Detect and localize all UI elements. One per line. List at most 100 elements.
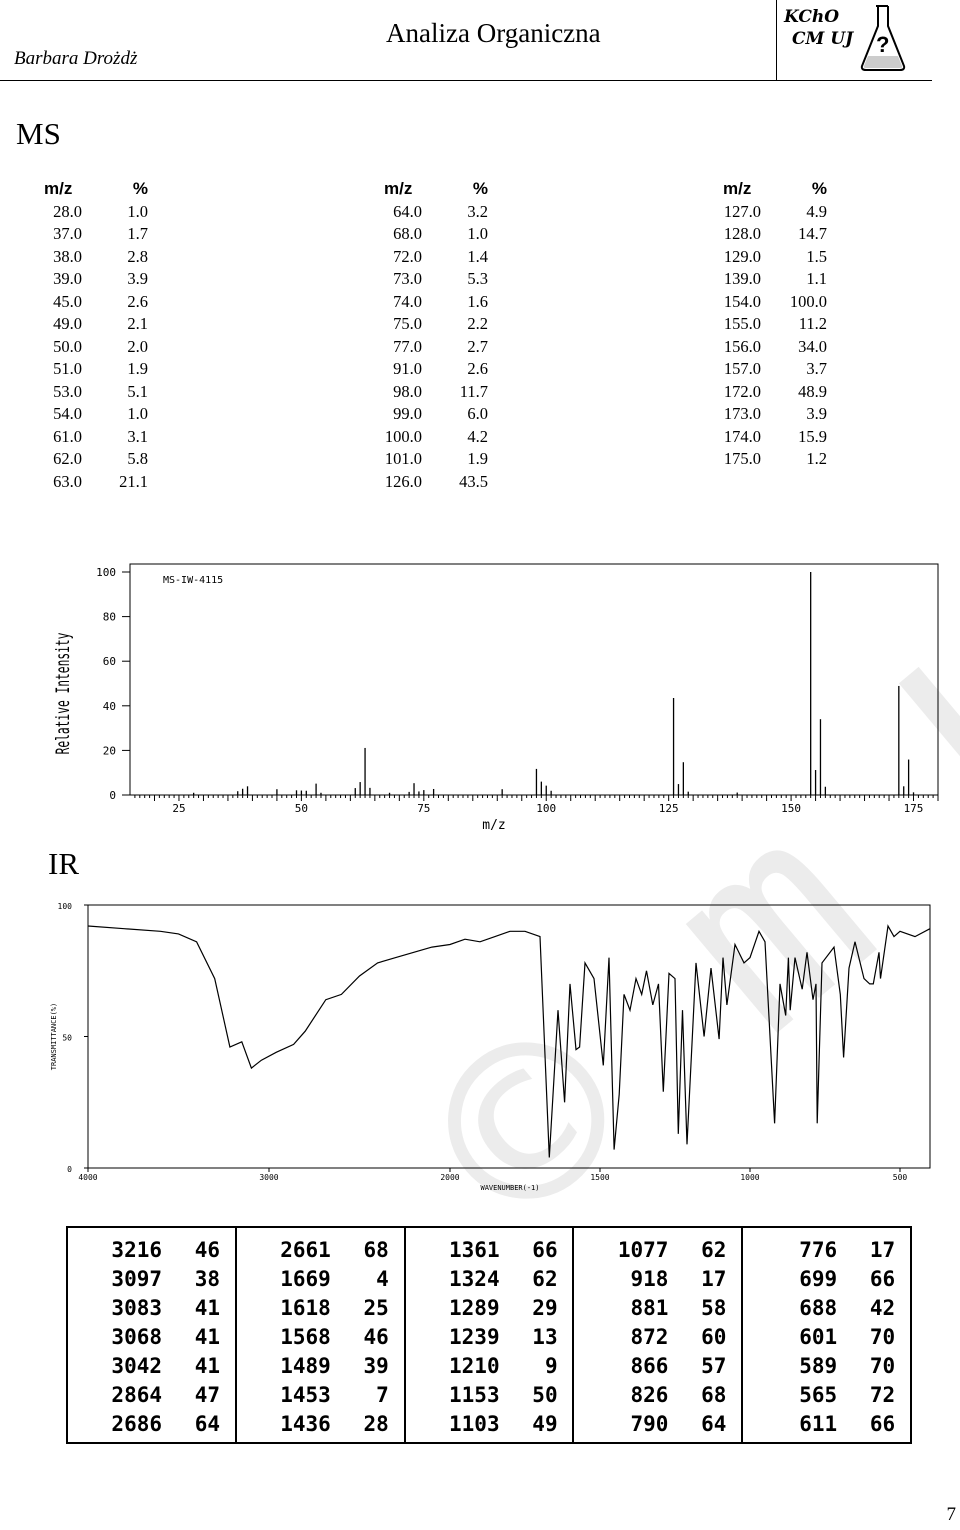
ir-peak-block: 2661 68 1669 4 1618 25 1568 46 1489 39 1453 7 1436 28 (237, 1228, 406, 1442)
ms-table-row: 91.0 2.6 (384, 358, 488, 381)
ms-pct-value: 3.2 (467, 201, 488, 221)
ms-pct-value: 1.2 (806, 449, 827, 468)
ir-transmittance: 4 (376, 1267, 389, 1291)
ir-peak-row: 1618 25 (237, 1294, 404, 1323)
ms-table-row: 172.0 48.9 (723, 381, 827, 404)
ir-transmittance: 64 (701, 1412, 727, 1436)
ms-mz-value: 101.0 (384, 449, 422, 468)
ms-mz-value: 45.0 (53, 291, 82, 311)
ir-wavenumber: 3083 (111, 1296, 162, 1320)
ms-table-row: 75.0 2.2 (384, 313, 488, 336)
ir-transmittance: 46 (194, 1238, 220, 1262)
ms-mz-value: 75.0 (393, 314, 422, 333)
ms-table-row: 99.0 6.0 (384, 403, 488, 426)
ms-y-tick-label: 60 (103, 655, 116, 668)
ms-pct-value: 1.1 (806, 269, 827, 288)
ms-mz-value: 174.0 (723, 426, 761, 446)
ir-transmittance: 68 (701, 1383, 727, 1407)
ms-mz-value: 98.0 (393, 381, 422, 401)
ir-transmittance: 41 (194, 1325, 220, 1349)
ir-peak-row: 776 17 (743, 1236, 910, 1265)
ir-transmittance: 41 (194, 1296, 220, 1320)
ir-section-title: IR (48, 846, 79, 881)
ir-transmittance: 41 (194, 1354, 220, 1378)
ms-mz-value: 73.0 (393, 269, 422, 288)
ms-table-row: 72.0 1.4 (384, 246, 488, 269)
ms-x-axis-label: m/z (482, 818, 505, 833)
ir-transmittance: 66 (532, 1238, 558, 1262)
ir-transmittance: 25 (363, 1296, 389, 1320)
ir-peak-table: 3216 46 3097 38 3083 41 3068 41 3042 41 2864 47 2686… (66, 1226, 912, 1444)
ms-pct-value: 2.6 (127, 291, 148, 311)
header-divider-vertical (776, 0, 777, 80)
ms-pct-value: 1.5 (806, 246, 827, 266)
ir-peak-row: 688 42 (743, 1294, 910, 1323)
ms-pct-value: 6.0 (467, 404, 488, 423)
ir-transmittance: 46 (363, 1325, 389, 1349)
ir-wavenumber: 1436 (280, 1412, 331, 1436)
ir-y-tick-label: 50 (62, 1034, 72, 1043)
ir-x-tick-label: 2000 (440, 1173, 459, 1182)
ir-wavenumber: 1103 (449, 1412, 500, 1436)
ir-wavenumber: 826 (630, 1383, 669, 1407)
ms-col-header-pct: % (811, 179, 827, 198)
ms-pct-value: 1.0 (127, 404, 148, 423)
ms-col-header-mz: m/z (384, 179, 413, 198)
ir-peak-row: 1489 39 (237, 1352, 404, 1381)
ir-transmittance: 70 (869, 1325, 896, 1349)
ms-table-row: 64.0 3.2 (384, 201, 488, 224)
ir-transmittance-curve (87, 924, 931, 1158)
ms-pct-value: 15.9 (798, 426, 827, 446)
logo-line-2: CM UJ (792, 29, 854, 49)
author-name: Barbara Drożdż (14, 48, 138, 69)
ir-peak-row: 1153 50 (406, 1381, 573, 1410)
ir-peak-row: 881 58 (574, 1294, 741, 1323)
ir-wavenumber: 3068 (111, 1325, 162, 1349)
ms-pct-value: 2.1 (127, 314, 148, 333)
ms-table-row: 126.0 43.5 (384, 471, 488, 494)
ms-table-row: 157.0 3.7 (723, 358, 827, 381)
ir-wavenumber: 1239 (449, 1325, 500, 1349)
ms-pct-value: 43.5 (459, 471, 488, 491)
ms-mz-value: 77.0 (393, 336, 422, 356)
ir-transmittance: 7 (376, 1383, 389, 1407)
ms-pct-value: 1.7 (127, 224, 148, 243)
ir-wavenumber: 1324 (449, 1267, 500, 1291)
ms-mz-value: 39.0 (53, 269, 82, 288)
ms-mz-value: 175.0 (723, 449, 761, 468)
ms-mz-value: 38.0 (53, 246, 82, 266)
ir-peak-row: 3068 41 (68, 1323, 235, 1352)
ms-section-title: MS (16, 116, 61, 151)
ir-wavenumber: 3097 (111, 1267, 162, 1291)
ir-peak-row: 1239 13 (406, 1323, 573, 1352)
ms-pct-value: 2.7 (467, 336, 488, 356)
ms-table-row: 155.0 11.2 (723, 313, 827, 336)
ms-pct-value: 1.4 (467, 246, 488, 266)
ms-table-row: 63.0 21.1 (44, 471, 148, 494)
ms-plot-frame (129, 563, 939, 796)
ms-pct-value: 2.0 (127, 336, 148, 356)
ir-x-tick-label: 4000 (78, 1173, 97, 1182)
ms-mz-value: 128.0 (723, 224, 761, 243)
ir-peak-row: 3216 46 (68, 1236, 235, 1265)
ir-peak-row: 1103 49 (406, 1410, 573, 1439)
ir-transmittance: 17 (869, 1238, 896, 1262)
ms-table-row: 173.0 3.9 (723, 403, 827, 426)
ms-table-row: 154.0 100.0 (723, 291, 827, 314)
ir-wavenumber: 565 (799, 1383, 838, 1407)
ir-peak-block: 1361 66 1324 62 1289 29 1239 13 1210 9 1153 50 1103 4… (406, 1228, 575, 1442)
flask-icon (860, 5, 906, 71)
ir-peak-block: 776 17 699 66 688 42 601 70 589 70 565 72 611 66 (743, 1228, 910, 1442)
ir-wavenumber: 1489 (280, 1354, 331, 1378)
ir-wavenumber: 1669 (280, 1267, 331, 1291)
ir-peak-row: 565 72 (743, 1381, 910, 1410)
ir-wavenumber: 1210 (449, 1354, 500, 1378)
ms-table-col-2: m/z% 64.0 3.2 68.0 1.0 72.0 1.4 73.0 5.3 74.0 1.6… (384, 178, 488, 493)
ir-peak-row: 1436 28 (237, 1410, 404, 1439)
ir-wavenumber: 881 (630, 1296, 669, 1320)
ir-transmittance: 13 (532, 1325, 558, 1349)
ir-peak-row: 1669 4 (237, 1265, 404, 1294)
ir-transmittance: 38 (194, 1267, 220, 1291)
page-title: Analiza Organiczna (386, 18, 601, 48)
ir-x-tick-label: 3000 (259, 1173, 278, 1182)
